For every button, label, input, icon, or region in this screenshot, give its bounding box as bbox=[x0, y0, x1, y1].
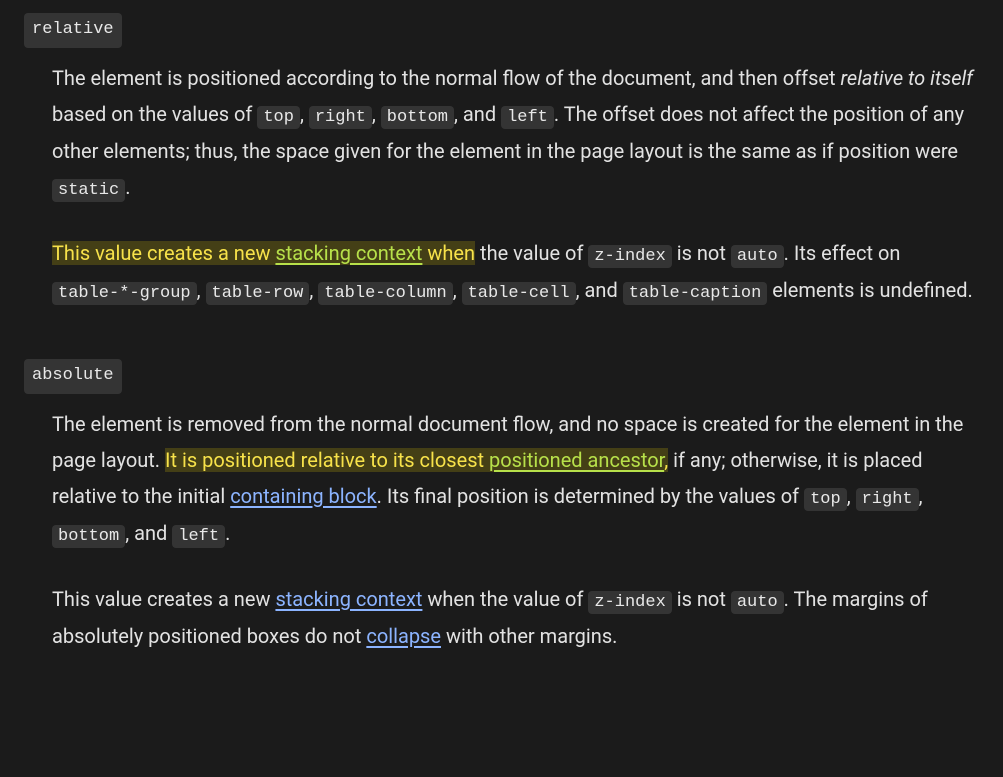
text: is not bbox=[672, 587, 731, 611]
emphasis-relative-to-itself: relative to itself bbox=[841, 66, 973, 90]
text: This value creates a new bbox=[52, 587, 275, 611]
code-table-caption: table-caption bbox=[623, 282, 768, 305]
text: , bbox=[309, 278, 318, 302]
link-stacking-context[interactable]: stacking context bbox=[275, 241, 422, 265]
text: based on the values of bbox=[52, 102, 257, 126]
code-left: left bbox=[172, 525, 225, 548]
text: when the value of bbox=[422, 587, 588, 611]
absolute-paragraph-2: This value creates a new stacking contex… bbox=[52, 581, 975, 655]
text: , bbox=[300, 102, 309, 126]
text: when bbox=[422, 241, 475, 265]
text: This value creates a new bbox=[52, 241, 275, 265]
text: , and bbox=[125, 521, 172, 545]
code-table-row: table-row bbox=[206, 282, 310, 305]
text: The element is positioned according to t… bbox=[52, 66, 841, 90]
code-z-index: z-index bbox=[588, 591, 671, 614]
code-static: static bbox=[52, 179, 125, 202]
highlight: It is positioned relative to its closest… bbox=[165, 448, 668, 472]
text: . bbox=[225, 521, 230, 545]
text: with other margins. bbox=[441, 624, 617, 648]
code-bottom: bottom bbox=[52, 525, 125, 548]
text: is not bbox=[672, 241, 731, 265]
link-positioned-ancestor[interactable]: positioned ancestor bbox=[489, 448, 664, 472]
text: It is positioned relative to its closest bbox=[165, 448, 489, 472]
link-containing-block[interactable]: containing block bbox=[230, 484, 376, 508]
text: . Its final position is determined by th… bbox=[377, 484, 804, 508]
text: , bbox=[197, 278, 206, 302]
text: . bbox=[125, 175, 130, 199]
code-right: right bbox=[309, 106, 372, 129]
absolute-paragraph-1: The element is removed from the normal d… bbox=[52, 406, 975, 553]
text: the value of bbox=[475, 241, 588, 265]
code-top: top bbox=[804, 488, 847, 511]
highlight: This value creates a new stacking contex… bbox=[52, 241, 475, 265]
text: , bbox=[847, 484, 856, 508]
desc-relative: The element is positioned according to t… bbox=[24, 60, 979, 310]
text: , bbox=[372, 102, 381, 126]
code-left: left bbox=[501, 106, 554, 129]
term-absolute: absolute bbox=[24, 359, 122, 394]
code-auto: auto bbox=[731, 245, 784, 268]
term-relative: relative bbox=[24, 13, 122, 48]
text: elements is undefined. bbox=[767, 278, 972, 302]
code-auto: auto bbox=[731, 591, 784, 614]
definition-absolute: absolute The element is removed from the… bbox=[24, 354, 979, 654]
code-table-column: table-column bbox=[318, 282, 452, 305]
text: , bbox=[453, 278, 462, 302]
text: , and bbox=[576, 278, 623, 302]
text: , and bbox=[454, 102, 501, 126]
relative-paragraph-2: This value creates a new stacking contex… bbox=[52, 235, 975, 310]
code-top: top bbox=[257, 106, 300, 129]
link-stacking-context[interactable]: stacking context bbox=[275, 587, 422, 611]
code-z-index: z-index bbox=[588, 245, 671, 268]
code-table-cell: table-cell bbox=[462, 282, 576, 305]
definition-relative: relative The element is positioned accor… bbox=[24, 8, 979, 310]
code-table-group: table-*-group bbox=[52, 282, 197, 305]
text: , bbox=[919, 484, 923, 508]
code-bottom: bottom bbox=[381, 106, 454, 129]
relative-paragraph-1: The element is positioned according to t… bbox=[52, 60, 975, 207]
link-collapse[interactable]: collapse bbox=[366, 624, 441, 648]
desc-absolute: The element is removed from the normal d… bbox=[24, 406, 979, 655]
text: . Its effect on bbox=[784, 241, 901, 265]
code-right: right bbox=[856, 488, 919, 511]
